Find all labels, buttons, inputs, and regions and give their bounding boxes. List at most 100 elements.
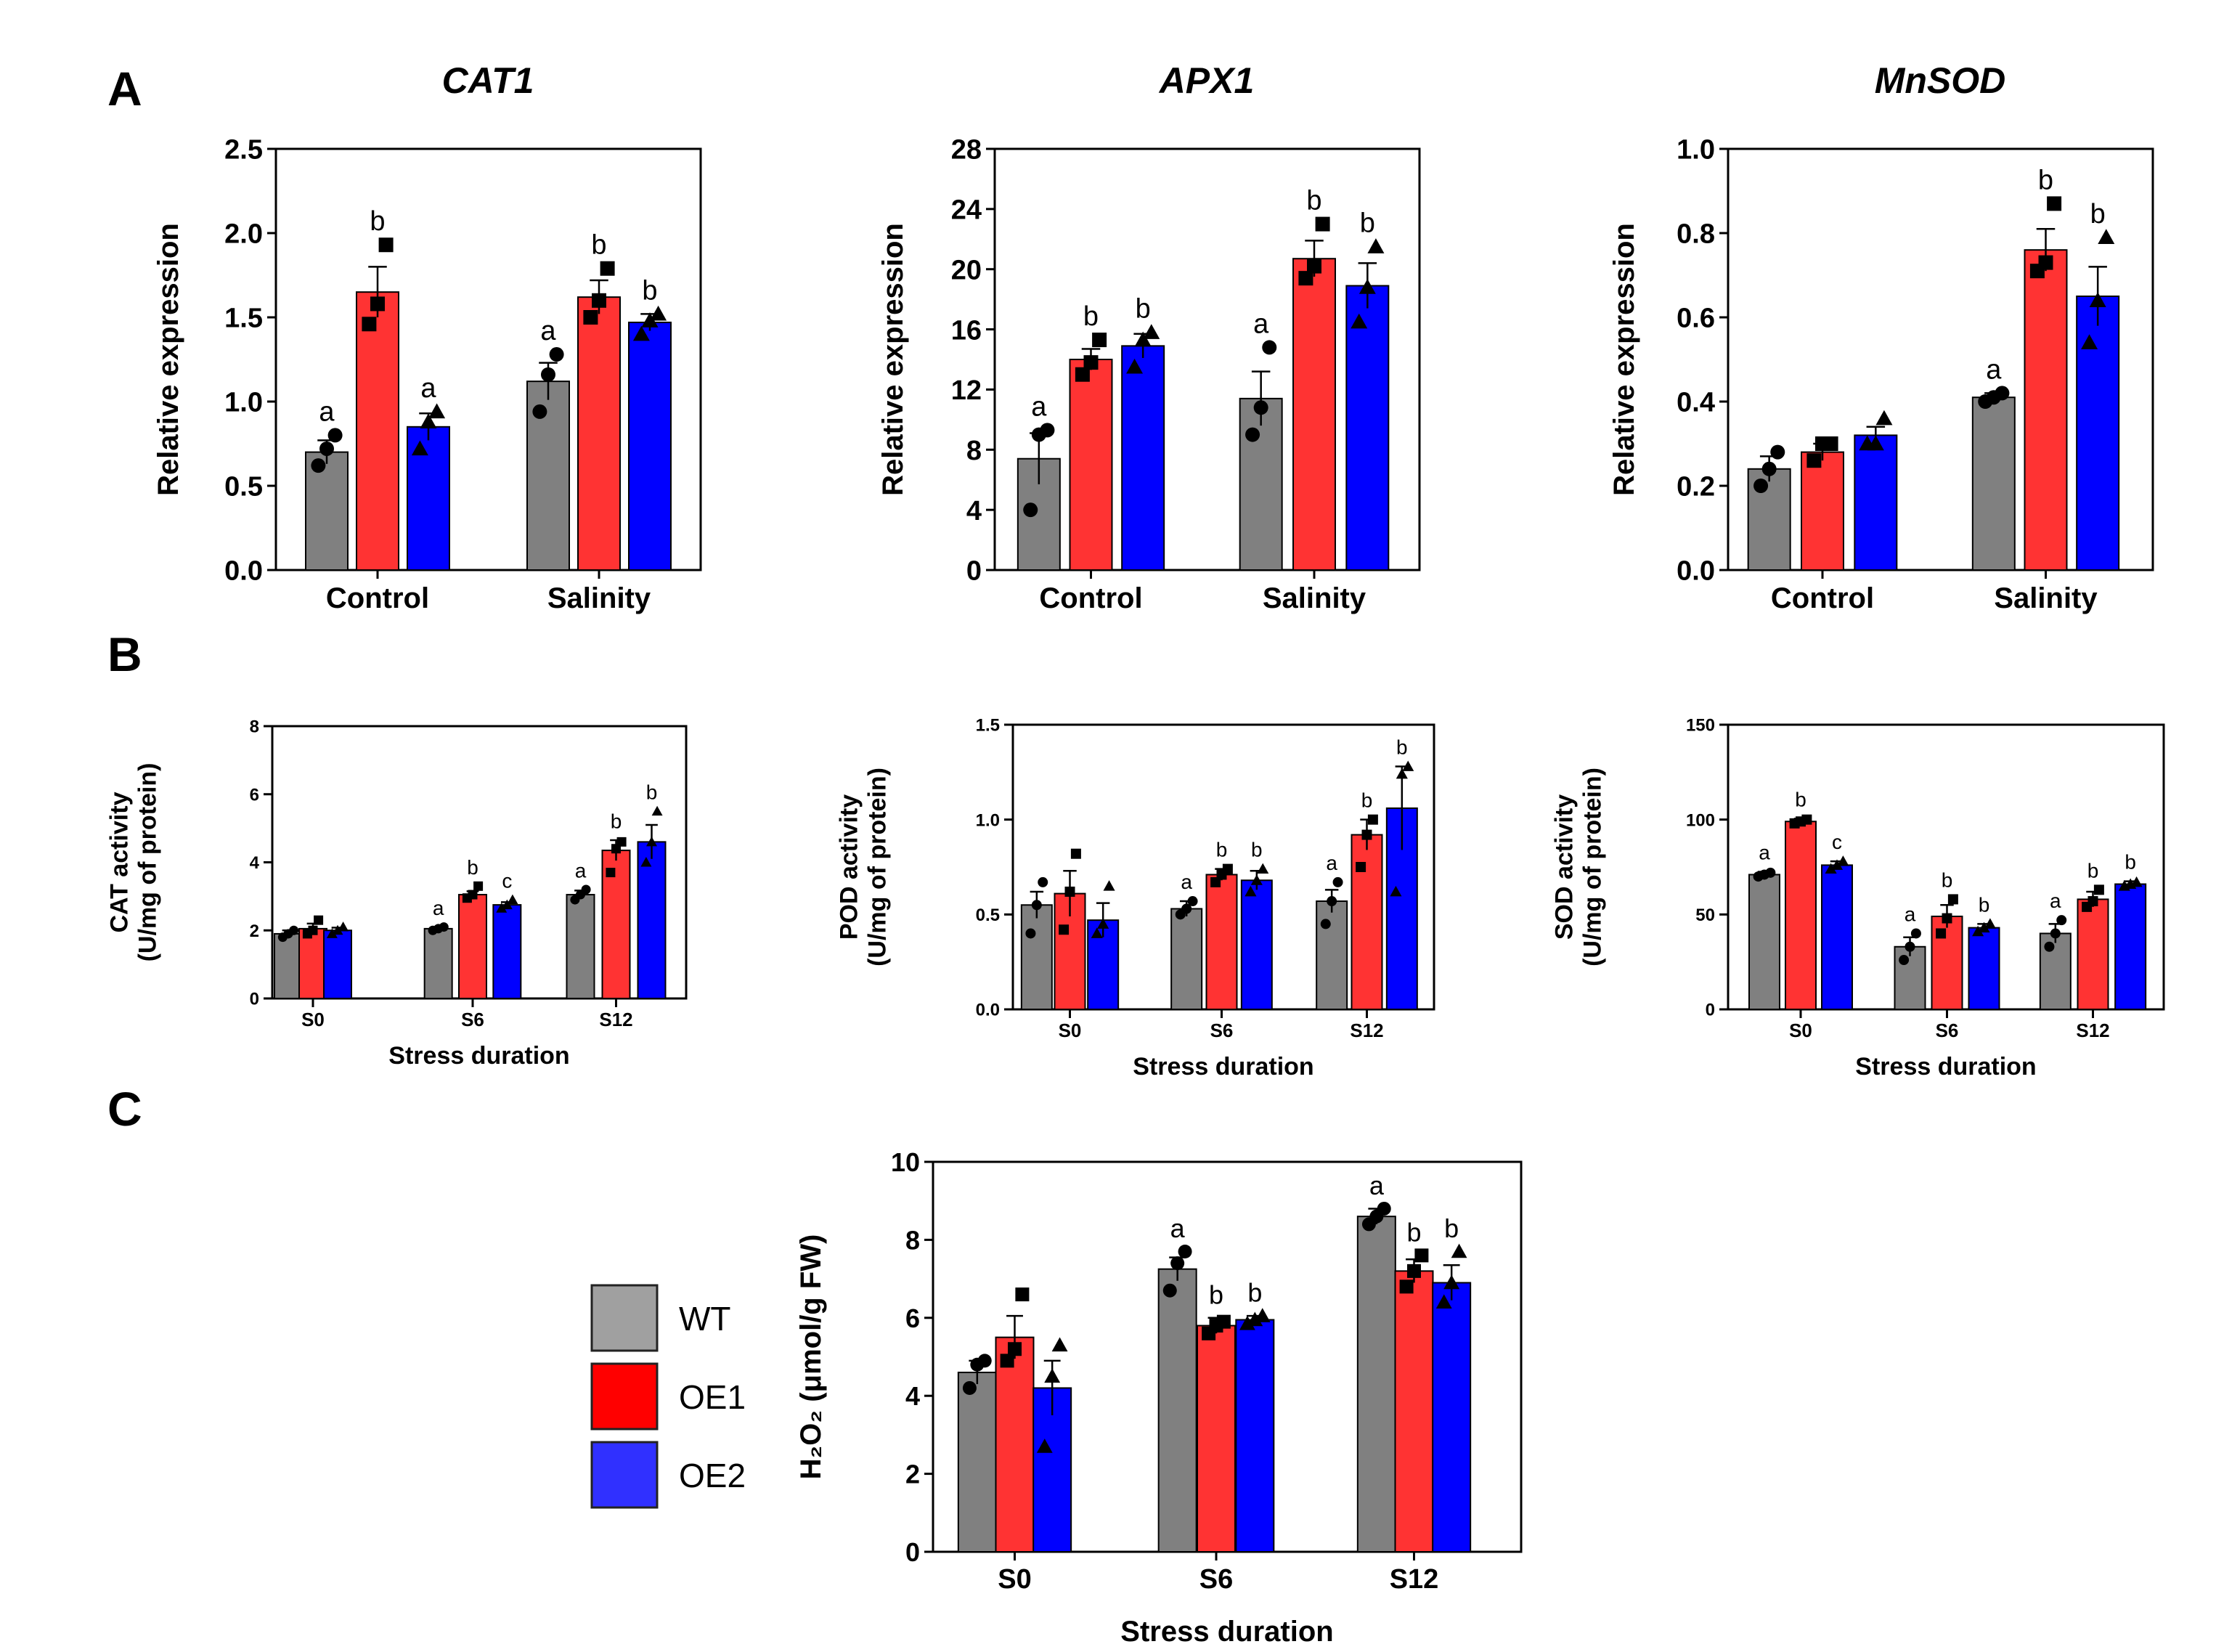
bar-oe1-s0 <box>1785 821 1816 1009</box>
bar-wt-s6 <box>425 929 452 998</box>
x-tick-label: S12 <box>1350 1020 1383 1041</box>
y-tick-label: 50 <box>1695 906 1715 925</box>
data-point <box>1362 830 1372 840</box>
data-point <box>1015 1287 1029 1301</box>
y-tick-label: 0 <box>966 556 982 587</box>
data-point <box>1400 1279 1414 1293</box>
legend-label-oe2: OE2 <box>679 1457 746 1494</box>
significance-letter: c <box>1832 831 1842 853</box>
data-point <box>1451 1244 1467 1258</box>
y-tick-label: 0 <box>250 990 259 1009</box>
significance-letter: a <box>1326 852 1337 874</box>
data-point <box>1942 914 1952 924</box>
bar-oe2-s6 <box>1242 880 1272 1009</box>
x-tick-label: S0 <box>998 1564 1031 1595</box>
data-point <box>606 868 615 877</box>
y-tick-label: 28 <box>951 135 982 166</box>
y-tick-label: 1.5 <box>224 304 263 334</box>
data-point <box>507 895 518 904</box>
y-tick-label: 10 <box>891 1147 920 1177</box>
significance-letter: b <box>1795 788 1806 810</box>
y-tick-label: 0.0 <box>224 556 263 587</box>
bar-oe1-s0 <box>299 929 327 998</box>
x-tick-label: S0 <box>301 1009 325 1030</box>
y-tick-label: 20 <box>951 255 982 285</box>
y-tick-label: 8 <box>966 436 982 466</box>
data-point <box>1032 900 1042 910</box>
x-tick-label: S6 <box>1199 1564 1233 1595</box>
significance-letter: a <box>1253 309 1269 339</box>
significance-letter: a <box>1170 1213 1186 1243</box>
data-point <box>370 296 385 311</box>
y-axis-label: CAT activity <box>105 792 133 932</box>
y-tick-label: 12 <box>951 375 982 406</box>
data-point <box>1307 259 1321 274</box>
data-point <box>1188 896 1198 906</box>
data-point <box>289 926 298 935</box>
y-tick-label: 100 <box>1686 810 1715 830</box>
data-point <box>1071 849 1081 859</box>
y-tick-label: 1.0 <box>224 388 263 418</box>
data-point <box>1948 894 1958 904</box>
significance-letter: b <box>2125 851 2136 874</box>
legend-swatch-oe2 <box>592 1442 657 1507</box>
significance-letter: a <box>2050 890 2061 912</box>
x-axis-label: Stress duration <box>1133 1053 1313 1081</box>
significance-letter: b <box>1444 1213 1459 1243</box>
data-point <box>1356 862 1366 872</box>
significance-letter: b <box>1361 789 1373 812</box>
data-point <box>1163 1284 1177 1298</box>
bar-wt-s12 <box>1316 901 1347 1009</box>
figure: A B C CAT10.00.51.01.52.02.5Relative exp… <box>0 0 2216 1652</box>
data-point <box>314 916 323 925</box>
significance-letter: b <box>1942 868 1953 891</box>
data-point <box>1377 1202 1391 1216</box>
data-point <box>1044 1368 1060 1383</box>
bar-wt-s0 <box>958 1372 996 1552</box>
data-point <box>1038 877 1048 887</box>
bar-oe2-s6 <box>493 905 521 998</box>
bar-oe2-control <box>407 427 449 570</box>
significance-letter: b <box>1306 186 1321 216</box>
significance-letter: a <box>1986 354 2002 385</box>
x-tick-label: Salinity <box>1263 582 1366 614</box>
data-point <box>428 403 445 418</box>
bar-wt-s0 <box>1749 874 1780 1009</box>
data-point <box>1316 217 1330 232</box>
x-axis-label: Stress duration <box>1855 1053 2036 1081</box>
significance-letter: a <box>319 396 335 427</box>
y-tick-label: 1.0 <box>1677 135 1715 166</box>
significance-letter: b <box>642 275 657 306</box>
chart-title: CAT1 <box>442 60 534 101</box>
data-point <box>541 367 555 382</box>
x-tick-label: S6 <box>1210 1020 1234 1041</box>
panel-label-b: B <box>107 627 142 681</box>
bar-wt-s0 <box>1022 905 1052 1009</box>
x-tick-label: S6 <box>461 1009 484 1030</box>
bar-wt-salinity <box>1973 397 2015 570</box>
x-tick-label: S12 <box>2076 1020 2109 1041</box>
data-point <box>468 890 478 900</box>
bar-oe2-salinity <box>2077 296 2119 570</box>
data-point <box>1008 1342 1022 1356</box>
bar-oe1-control <box>1801 452 1844 570</box>
y-tick-label: 2 <box>250 921 259 941</box>
data-point <box>963 1381 977 1395</box>
data-point <box>1262 340 1276 354</box>
y-tick-label: 1.5 <box>976 716 1000 736</box>
data-point <box>1911 928 1921 938</box>
bar-oe2-s0 <box>324 930 351 998</box>
data-point <box>1170 1256 1184 1270</box>
chart-sod-activity: 0 50 100 150 SOD activity (U/mg of protein) S0… <box>1550 716 2164 1081</box>
y-tick-label: 0.2 <box>1677 472 1715 502</box>
data-point <box>600 261 615 276</box>
bar-oe1-salinity <box>2025 250 2067 570</box>
chart-h2o2: 0246810H₂O₂ (μmol/g FW)S0 S6ab bS12ab bStre… <box>795 1147 1521 1648</box>
data-point <box>1443 1275 1459 1290</box>
y-tick-label: 2.0 <box>224 219 263 250</box>
y-tick-label: 0 <box>905 1537 920 1567</box>
x-tick-label: S0 <box>1059 1020 1082 1041</box>
data-point <box>2039 256 2053 270</box>
data-point <box>1899 955 1909 965</box>
significance-letter: b <box>1396 736 1408 758</box>
